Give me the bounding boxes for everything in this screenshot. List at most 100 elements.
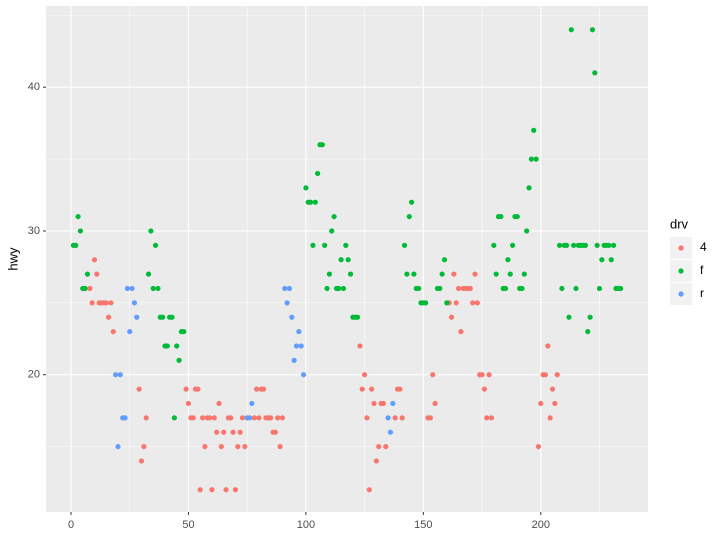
point [282,285,288,292]
point [185,400,192,407]
point [216,400,222,407]
point [228,415,234,421]
point [315,170,321,177]
point [401,242,408,248]
point [202,443,208,450]
point [174,343,180,349]
point [371,400,377,407]
point [176,357,182,363]
point [547,415,553,421]
point [105,314,112,320]
point [148,228,154,234]
point [284,300,290,306]
point [347,271,354,277]
point [486,372,492,378]
point [115,443,121,450]
point [75,213,81,220]
point [589,27,596,33]
point [406,213,412,220]
point [275,415,281,421]
point [416,285,422,292]
point [127,328,133,335]
point [430,372,436,378]
point [129,285,135,292]
point [385,415,391,421]
point [491,242,497,248]
x-tick-label: 100 [297,519,315,531]
point [552,400,558,407]
y-tick-label: 40 [28,81,40,93]
point [484,415,490,421]
y-tick-label: 30 [28,225,40,237]
legend-marker [678,291,684,297]
legend-marker [678,245,684,251]
point [152,242,159,248]
point [444,300,450,306]
point [169,314,175,320]
point [514,213,520,220]
point [470,300,476,306]
point [453,300,459,306]
point [239,415,246,421]
point [509,242,516,248]
legend-label: 4 [700,240,707,254]
point [399,415,405,421]
point [303,185,309,191]
point [261,386,267,392]
point [554,372,560,378]
y-tick-label: 20 [28,369,40,381]
point [73,242,79,248]
point [138,458,145,464]
point [155,285,161,292]
point [326,271,332,277]
point [592,70,598,76]
point [145,271,152,277]
point [190,415,196,421]
point [390,400,396,407]
point [373,458,379,464]
x-tick-label: 0 [68,519,74,531]
point [404,271,410,277]
point [411,271,417,277]
point [587,314,593,320]
point [364,415,370,421]
point [564,242,570,248]
point [397,386,403,392]
point [143,415,149,421]
point [136,386,142,392]
point [505,257,511,263]
point [82,285,88,292]
point [610,242,617,248]
point [387,429,394,435]
point [423,300,429,306]
point [582,242,589,248]
point [206,415,213,421]
point [91,257,98,263]
point [357,343,363,349]
y-axis-label: hwy [5,247,20,271]
point [479,372,485,378]
point [164,343,170,349]
point [345,257,351,263]
point [596,285,603,292]
point [338,257,344,263]
point [380,400,387,407]
point [232,487,239,493]
point [566,314,572,320]
point [89,300,95,306]
x-tick-label: 50 [182,519,194,531]
point [608,257,614,263]
point [300,372,307,378]
point [214,429,220,435]
point [171,415,177,421]
point [519,285,525,292]
point [594,242,600,248]
point [160,314,166,320]
point [359,386,365,392]
point [369,386,375,392]
point [310,242,316,248]
point [122,415,128,421]
point [324,285,330,292]
point [472,271,478,277]
